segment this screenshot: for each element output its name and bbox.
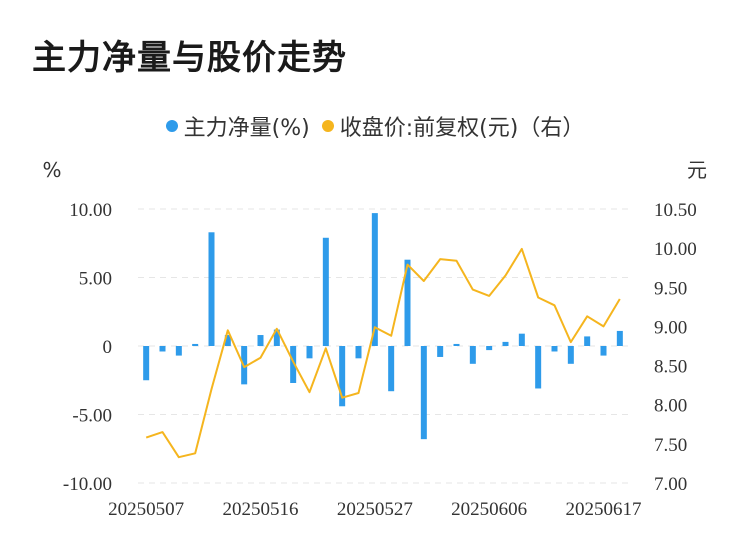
bar	[143, 346, 150, 381]
left-tick-label: 5.00	[79, 269, 112, 290]
legend-item-net-volume[interactable]: 主力净量(%)	[165, 110, 310, 142]
left-tick-label: -10.00	[63, 474, 112, 495]
bar	[616, 330, 623, 346]
legend-item-close-price[interactable]: 收盘价:前复权(元)（右）	[321, 110, 585, 142]
legend-label-net-volume: 主力净量(%)	[183, 116, 310, 141]
bar	[535, 346, 542, 389]
x-tick-label: 20250516	[223, 499, 299, 520]
legend: 主力净量(%) 收盘价:前复权(元)（右）	[0, 110, 750, 142]
line-series	[145, 247, 621, 459]
x-tick-label: 20250507	[108, 499, 184, 520]
bar	[306, 346, 313, 359]
left-unit-label: %	[42, 158, 61, 182]
x-tick-label: 20250527	[337, 499, 413, 520]
right-axis-ticks: 10.50 10.00 9.50 9.00 8.50 8.00 7.50 7.00	[654, 200, 697, 495]
right-tick-label: 8.50	[654, 357, 687, 378]
right-tick-label: 10.50	[654, 200, 697, 221]
legend-label-close-price: 收盘价:前复权(元)（右）	[339, 116, 585, 141]
bar	[257, 335, 264, 346]
bar	[518, 333, 525, 346]
x-axis-ticks: 20250507 20250516 20250527 20250606 20250617	[108, 499, 641, 520]
bar	[192, 343, 199, 346]
left-tick-label: -5.00	[72, 406, 112, 427]
left-tick-label: 10.00	[69, 200, 112, 221]
right-tick-label: 9.50	[654, 278, 687, 299]
bar	[208, 232, 215, 346]
right-tick-label: 8.00	[654, 396, 687, 417]
bar-series	[143, 213, 623, 440]
bar	[175, 346, 182, 356]
bar	[437, 346, 444, 357]
right-tick-label: 9.00	[654, 317, 687, 338]
bar	[469, 346, 476, 364]
bar	[159, 346, 166, 352]
bar	[339, 346, 346, 407]
bar	[273, 329, 280, 346]
bar	[224, 335, 231, 346]
right-tick-label: 10.00	[654, 239, 697, 260]
bar	[371, 213, 378, 346]
right-tick-label: 7.00	[654, 474, 687, 495]
chart-title: 主力净量与股价走势	[32, 38, 347, 78]
bar	[584, 336, 591, 346]
bar	[551, 346, 558, 352]
legend-dot-close-price-icon	[321, 120, 334, 132]
bar	[600, 346, 607, 356]
right-unit-label: 元	[687, 158, 707, 182]
bar	[290, 346, 297, 383]
bar	[420, 346, 427, 440]
bar	[355, 346, 362, 359]
left-tick-label: 0	[103, 337, 113, 358]
bar	[404, 259, 411, 346]
bar	[453, 343, 460, 346]
bar	[567, 346, 574, 364]
left-axis-ticks: 10.00 5.00 0 -5.00 -10.00	[63, 200, 112, 495]
bar	[322, 237, 329, 346]
bar	[388, 346, 395, 392]
right-tick-label: 7.50	[654, 435, 687, 456]
bar	[502, 341, 509, 346]
bar	[486, 346, 493, 351]
x-tick-label: 20250617	[566, 499, 642, 520]
price-line	[145, 247, 621, 459]
x-tick-label: 20250606	[451, 499, 527, 520]
gridlines	[138, 208, 628, 484]
legend-dot-net-volume-icon	[165, 120, 178, 132]
